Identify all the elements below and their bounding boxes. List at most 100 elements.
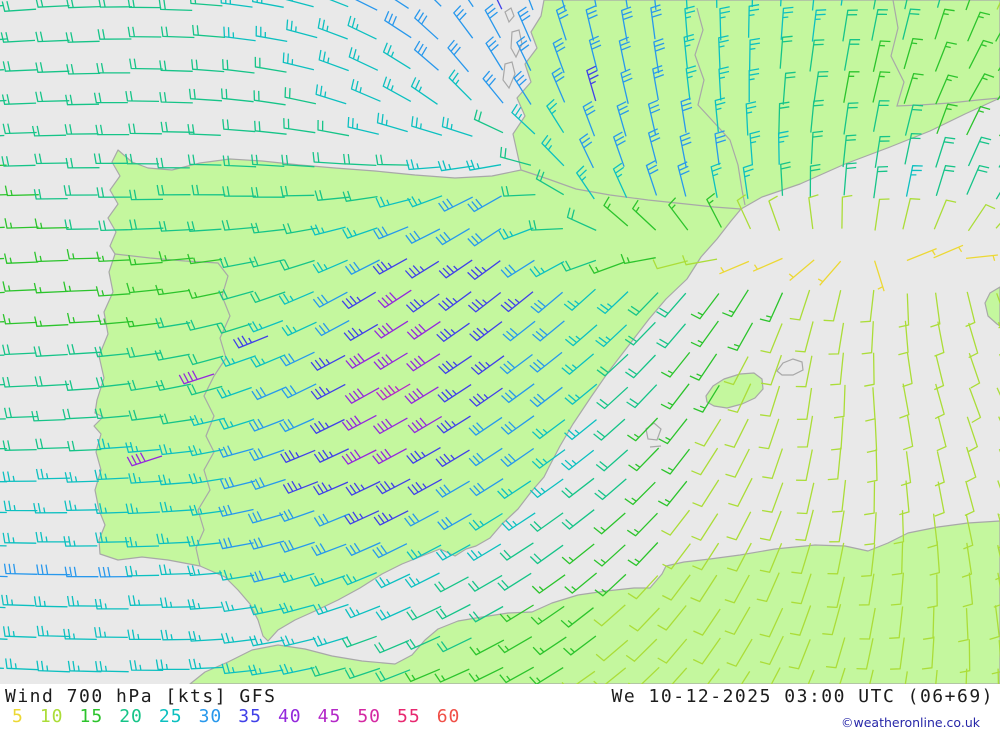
wind-barb <box>66 312 102 324</box>
wind-barb <box>341 291 377 310</box>
wind-barb <box>341 635 377 648</box>
wind-barb <box>658 418 688 445</box>
wind-barb <box>603 196 629 227</box>
wind-barb <box>1 94 37 105</box>
wind-barb <box>843 38 861 71</box>
wind-barb <box>891 541 904 576</box>
wind-barb <box>719 260 750 275</box>
copyright-link[interactable]: ©weatheronline.co.uk <box>841 715 980 730</box>
wind-barb <box>873 165 889 199</box>
wind-barb <box>375 478 411 495</box>
wind-barb <box>777 130 789 165</box>
wind-barb <box>726 511 752 541</box>
wind-barb <box>934 451 945 487</box>
wind-barb <box>861 544 876 577</box>
wind-barb <box>810 130 823 165</box>
wind-barb <box>219 256 255 269</box>
wind-barb <box>758 418 780 450</box>
wind-barb <box>593 544 626 567</box>
wind-barb <box>160 629 195 641</box>
wind-barb <box>309 575 346 587</box>
wind-barb <box>968 73 995 102</box>
wind-barb <box>279 418 315 433</box>
wind-barb <box>222 119 256 133</box>
wind-barb <box>934 8 955 40</box>
wind-barb <box>187 353 224 366</box>
wind-barb <box>129 189 164 201</box>
wind-barb <box>248 448 285 462</box>
wind-barb <box>437 384 472 403</box>
wind-barb <box>155 157 190 169</box>
wind-barb <box>904 132 922 165</box>
wind-barb <box>96 62 131 74</box>
wind-barb <box>467 574 503 592</box>
wind-barb <box>966 254 998 261</box>
wind-barb <box>513 70 532 105</box>
wind-barb <box>410 77 438 105</box>
wind-barb <box>826 576 845 609</box>
wind-barb <box>98 566 133 578</box>
wind-barb <box>341 414 377 431</box>
wind-barb <box>94 503 129 514</box>
wind-barb <box>66 248 101 260</box>
wind-barb <box>33 282 69 294</box>
wind-barb <box>470 355 505 376</box>
wind-barb <box>220 0 253 8</box>
wind-barb <box>627 575 659 600</box>
wind-barb <box>96 251 131 263</box>
wind-barb <box>312 635 349 647</box>
wind-barb <box>314 190 350 201</box>
wind-barb <box>382 76 412 102</box>
wind-barb <box>873 260 885 292</box>
wind-barb <box>436 637 472 653</box>
wind-barb <box>125 503 160 515</box>
wind-barb <box>0 164 7 166</box>
wind-barb <box>406 353 441 372</box>
wind-barb <box>129 660 164 672</box>
wind-barb <box>904 104 924 136</box>
wind-barb <box>64 500 99 512</box>
wind-barb <box>33 502 68 514</box>
wind-barbs-layer <box>0 0 1000 684</box>
wind-barb <box>406 447 441 464</box>
wind-barb <box>724 418 749 449</box>
wind-barb <box>788 639 811 670</box>
wind-barb <box>965 668 968 684</box>
wind-barb <box>216 386 252 399</box>
wind-barb <box>344 605 381 619</box>
wind-barb <box>899 480 910 516</box>
wind-barb <box>278 602 315 614</box>
wind-barb <box>529 386 563 408</box>
wind-barb <box>692 479 720 508</box>
wind-barb <box>529 544 564 565</box>
wind-barb <box>2 471 37 483</box>
wind-barb <box>691 447 719 476</box>
wind-barb <box>935 136 956 168</box>
wind-barb <box>822 604 842 636</box>
wind-barb <box>35 531 70 543</box>
wind-barb <box>279 539 315 553</box>
wind-barb <box>997 668 1000 684</box>
wind-barb <box>465 159 502 171</box>
wind-barb <box>829 510 845 543</box>
wind-barb <box>254 120 287 135</box>
wind-barb <box>859 607 876 640</box>
wind-barb <box>620 253 656 265</box>
wind-barb <box>535 169 565 196</box>
legend-value: 55 <box>397 706 421 727</box>
wind-barb <box>405 159 441 171</box>
wind-barb <box>191 59 225 73</box>
wind-barb <box>36 564 70 576</box>
wind-barb <box>817 260 842 286</box>
wind-barb <box>586 65 599 102</box>
wind-barb <box>748 37 761 72</box>
wind-barb <box>628 447 660 472</box>
wind-barb <box>155 379 192 392</box>
wind-barb <box>62 408 97 420</box>
wind-barb <box>279 509 315 523</box>
wind-barb <box>996 1 1000 10</box>
wind-barb <box>996 387 1000 396</box>
wind-barb <box>748 68 760 103</box>
wind-barb <box>94 598 129 610</box>
wind-barb <box>435 603 471 620</box>
